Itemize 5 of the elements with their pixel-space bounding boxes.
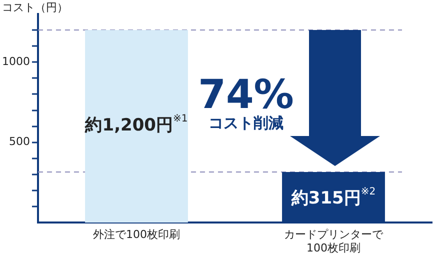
x-tick-label: カードプリンターで 100枚印刷	[284, 228, 384, 254]
y-tick-label: 1000	[2, 55, 30, 68]
x-tick-label: 外注で100枚印刷	[92, 228, 180, 242]
y-tick-label: 500	[8, 135, 30, 148]
y-axis-title: コスト（円）	[2, 0, 68, 15]
